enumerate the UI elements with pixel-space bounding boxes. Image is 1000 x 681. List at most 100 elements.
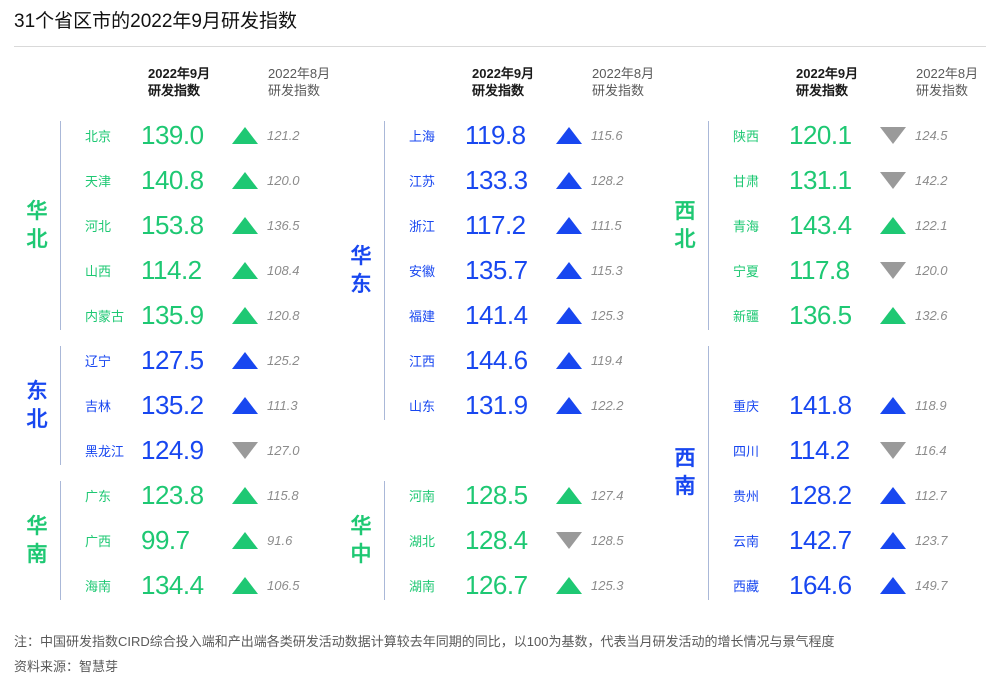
aug-value: 112.7: [915, 488, 947, 503]
col-header-sep: 2022年9月 研发指数: [472, 65, 592, 99]
trend-cell: [871, 532, 915, 549]
sep-value: 140.8: [141, 165, 204, 195]
data-row: 上海 119.8 115.6: [409, 113, 662, 158]
region-group: 西南 重庆 141.8 118.9 四川 114.2 116.4 贵州 128.2 112.7 云南…: [662, 338, 986, 608]
rows: 陕西 120.1 124.5 甘肃 131.1 142.2 青海 143.4 122.1 宁夏 11…: [709, 113, 986, 338]
trend-cell: [871, 577, 915, 594]
trend-up-icon: [232, 532, 258, 549]
province-label: 北京: [85, 129, 112, 144]
region-cell: 西北: [662, 113, 708, 338]
col-header-aug: 2022年8月 研发指数: [268, 65, 330, 99]
sep-value: 114.2: [141, 255, 202, 285]
trend-up-icon: [880, 487, 906, 504]
sep-value: 141.4: [465, 300, 528, 330]
trend-cell: [871, 262, 915, 279]
trend-cell: [871, 172, 915, 189]
data-row: 贵州 128.2 112.7: [733, 473, 986, 518]
sep-value: 143.4: [789, 210, 852, 240]
region-label: 华南: [26, 514, 48, 566]
trend-down-icon: [880, 442, 906, 459]
group-divider-line: [60, 481, 61, 600]
province-label: 天津: [85, 174, 112, 189]
sep-value: 141.8: [789, 390, 852, 420]
trend-cell: [547, 307, 591, 324]
trend-cell: [547, 352, 591, 369]
region-cell: 东北: [14, 338, 60, 473]
data-row: 山东 131.9 122.2: [409, 383, 662, 428]
data-row: 甘肃 131.1 142.2: [733, 158, 986, 203]
sep-value: 128.4: [465, 525, 528, 555]
trend-up-icon: [880, 532, 906, 549]
sep-value: 126.7: [465, 570, 528, 600]
data-row: 安徽 135.7 115.3: [409, 248, 662, 293]
data-row: 辽宁 127.5 125.2: [85, 338, 338, 383]
columns: 2022年9月 研发指数 2022年8月 研发指数 华北 北京 139.0 121.2 天津 14…: [14, 47, 986, 608]
data-row: 河北 153.8 136.5: [85, 203, 338, 248]
region-cell: 华东: [338, 113, 384, 428]
aug-value: 136.5: [267, 218, 300, 233]
sep-value: 164.6: [789, 570, 852, 600]
trend-up-icon: [556, 172, 582, 189]
aug-value: 122.2: [591, 398, 624, 413]
aug-value: 120.0: [267, 173, 300, 188]
aug-value: 91.6: [267, 533, 293, 548]
aug-value: 125.3: [591, 578, 624, 593]
province-label: 浙江: [409, 219, 436, 234]
trend-up-icon: [880, 577, 906, 594]
aug-value: 120.8: [267, 308, 300, 323]
trend-cell: [223, 262, 267, 279]
province-label: 湖南: [409, 579, 436, 594]
trend-cell: [223, 442, 267, 459]
trend-cell: [871, 442, 915, 459]
trend-cell: [871, 127, 915, 144]
col-header-aug: 2022年8月 研发指数: [592, 65, 654, 99]
sep-value: 144.6: [465, 345, 528, 375]
trend-cell: [223, 307, 267, 324]
province-label: 贵州: [733, 489, 760, 504]
col-header-aug-line: 研发指数: [268, 83, 321, 98]
province-label: 江西: [409, 354, 436, 369]
trend-down-icon: [556, 532, 582, 549]
trend-cell: [547, 487, 591, 504]
data-row: 四川 114.2 116.4: [733, 428, 986, 473]
row-spacer: [338, 428, 662, 473]
aug-value: 125.2: [267, 353, 300, 368]
sep-value: 117.2: [465, 210, 526, 240]
sep-value: 131.1: [789, 165, 852, 195]
trend-up-icon: [556, 307, 582, 324]
col-header-aug: 2022年8月 研发指数: [916, 65, 978, 99]
trend-up-icon: [232, 397, 258, 414]
region-group: 华北 北京 139.0 121.2 天津 140.8 120.0 河北 153.8 136.5 山西…: [14, 113, 338, 338]
data-row: 福建 141.4 125.3: [409, 293, 662, 338]
region-label: 华中: [350, 514, 372, 566]
trend-cell: [223, 397, 267, 414]
group-divider-line: [60, 121, 61, 330]
data-row: 宁夏 117.8 120.0: [733, 248, 986, 293]
region-label: 东北: [26, 379, 48, 431]
col-header-sep: 2022年9月 研发指数: [796, 65, 916, 99]
group-divider-line: [384, 121, 385, 420]
data-row: 江西 144.6 119.4: [409, 338, 662, 383]
trend-down-icon: [232, 442, 258, 459]
aug-value: 124.5: [915, 128, 948, 143]
column: 2022年9月 研发指数 2022年8月 研发指数 华北 北京 139.0 121.2 天津 14…: [14, 47, 338, 608]
data-row: 黑龙江 124.9 127.0: [85, 428, 338, 473]
trend-cell: [223, 487, 267, 504]
title-divider: [14, 46, 986, 47]
region-cell: 华南: [14, 473, 60, 608]
trend-cell: [871, 487, 915, 504]
data-row: 湖北 128.4 128.5: [409, 518, 662, 563]
col-header-sep-line: 2022年9月: [796, 66, 859, 81]
province-label: 陕西: [733, 129, 760, 144]
trend-cell: [871, 397, 915, 414]
sep-value: 114.2: [789, 435, 850, 465]
province-label: 云南: [733, 534, 760, 549]
data-row: 青海 143.4 122.1: [733, 203, 986, 248]
sep-value: 153.8: [141, 210, 204, 240]
trend-cell: [223, 172, 267, 189]
group-divider-line: [60, 346, 61, 465]
trend-up-icon: [556, 352, 582, 369]
province-label: 河南: [409, 489, 436, 504]
province-label: 上海: [409, 129, 436, 144]
sep-value: 123.8: [141, 480, 204, 510]
